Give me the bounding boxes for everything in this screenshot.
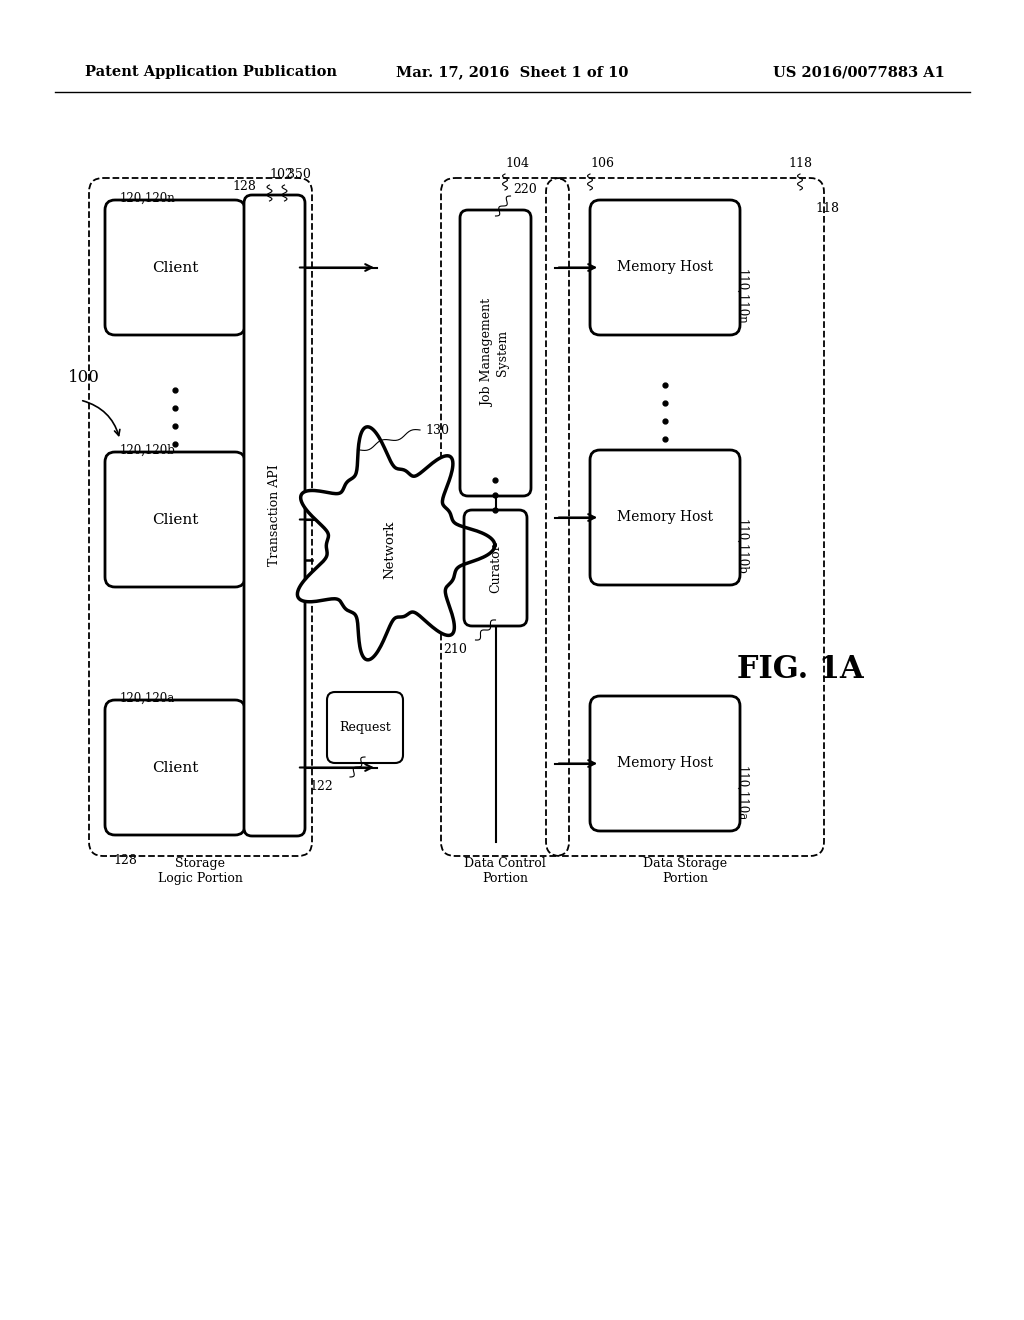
Text: 128: 128 [113,854,137,867]
FancyBboxPatch shape [590,450,740,585]
Text: Network: Network [384,521,396,579]
Text: Patent Application Publication: Patent Application Publication [85,65,337,79]
Text: 120,120a: 120,120a [120,692,175,705]
FancyBboxPatch shape [590,696,740,832]
Text: 110,110a: 110,110a [735,766,748,821]
Text: 106: 106 [590,157,614,170]
Text: Memory Host: Memory Host [617,511,713,524]
Text: 102: 102 [269,168,293,181]
Text: Data Control
Portion: Data Control Portion [464,857,546,884]
Text: Memory Host: Memory Host [617,260,713,275]
Text: Memory Host: Memory Host [617,756,713,771]
Text: Client: Client [152,260,199,275]
Text: US 2016/0077883 A1: US 2016/0077883 A1 [773,65,945,79]
Text: 130: 130 [425,424,449,437]
Text: Client: Client [152,760,199,775]
FancyBboxPatch shape [590,201,740,335]
Text: 210: 210 [443,643,467,656]
Text: Data Storage
Portion: Data Storage Portion [643,857,727,884]
FancyBboxPatch shape [327,692,403,763]
Text: Mar. 17, 2016  Sheet 1 of 10: Mar. 17, 2016 Sheet 1 of 10 [396,65,628,79]
Text: 110,110n: 110,110n [735,269,748,325]
Text: FIG. 1A: FIG. 1A [736,655,863,685]
FancyBboxPatch shape [105,201,245,335]
Text: Client: Client [152,512,199,527]
Text: 120,120b: 120,120b [120,444,176,457]
FancyBboxPatch shape [105,700,245,836]
Text: Transaction API: Transaction API [268,465,281,566]
Text: 128: 128 [232,180,256,193]
Text: 104: 104 [505,157,529,170]
Text: 350: 350 [287,168,310,181]
Text: 100: 100 [68,370,100,387]
FancyBboxPatch shape [460,210,531,496]
Text: Job Management
System: Job Management System [481,298,510,407]
Text: 120,120n: 120,120n [120,191,176,205]
Text: 118: 118 [815,202,839,215]
FancyBboxPatch shape [464,510,527,626]
Text: 220: 220 [513,183,538,195]
FancyBboxPatch shape [244,195,305,836]
Polygon shape [297,426,495,660]
Text: Curator: Curator [489,544,502,593]
Text: Request: Request [339,721,391,734]
FancyBboxPatch shape [105,451,245,587]
Text: 118: 118 [788,157,812,170]
Text: Storage
Logic Portion: Storage Logic Portion [158,857,243,884]
Text: 122: 122 [309,780,333,793]
Text: 110,110b: 110,110b [735,519,748,576]
